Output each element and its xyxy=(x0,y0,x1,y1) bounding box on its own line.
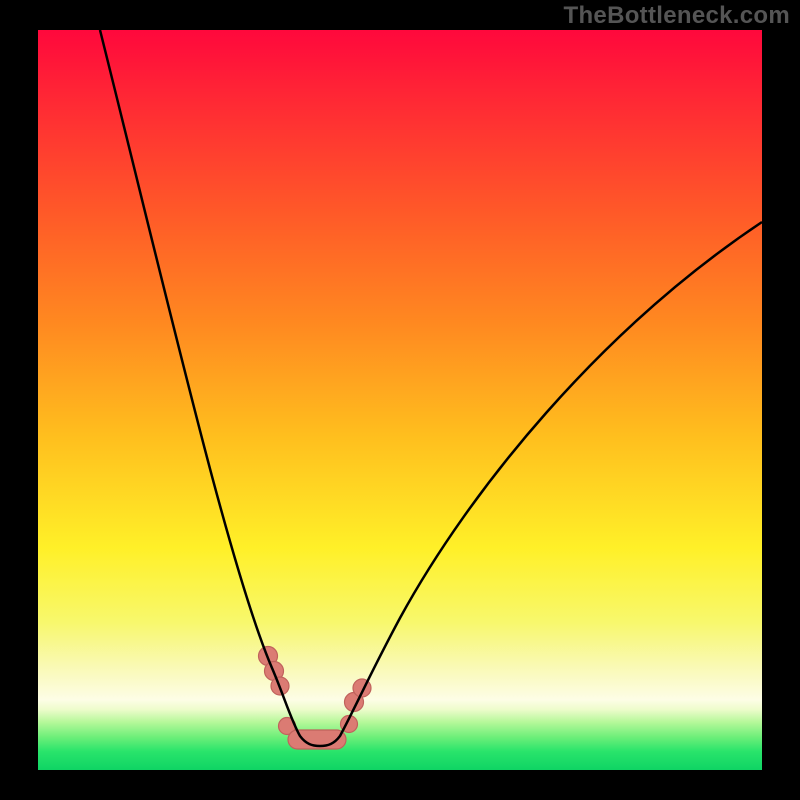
stage: TheBottleneck.com xyxy=(0,0,800,800)
chart-svg xyxy=(0,0,800,800)
watermark-text: TheBottleneck.com xyxy=(564,2,790,30)
plot-area xyxy=(38,30,762,770)
